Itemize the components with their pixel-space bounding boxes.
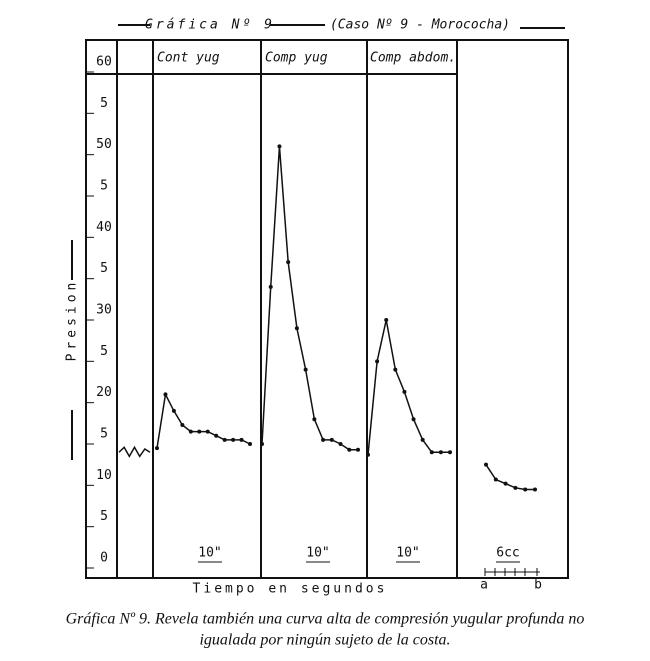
point — [180, 422, 185, 427]
point — [448, 450, 452, 455]
line — [485, 464, 535, 491]
point — [286, 260, 291, 265]
scale-label: 6cc — [496, 546, 519, 561]
point — [268, 284, 273, 289]
point — [384, 318, 389, 322]
panel-label: Comp yug — [265, 51, 328, 66]
point — [375, 359, 380, 364]
y-tick-label: 5 — [100, 344, 108, 359]
y-axis-label: Presion — [65, 279, 80, 362]
y-tick-label: 5 — [100, 427, 108, 442]
point — [303, 367, 308, 372]
point — [533, 487, 537, 492]
caption: igualada por ningún sujeto de la costa. — [199, 632, 450, 649]
point — [523, 487, 528, 492]
y-tick-label: 60 — [96, 55, 112, 70]
point — [513, 485, 518, 490]
y-tick-label: 40 — [96, 220, 112, 235]
x-axis-label: Tiempo en segundos — [193, 582, 388, 597]
point — [214, 433, 219, 438]
point — [329, 437, 334, 442]
caption: Gráfica Nº 9. Revela también una curva a… — [66, 611, 585, 628]
point — [231, 437, 236, 442]
y-tick-label: 10 — [96, 468, 112, 483]
point — [171, 408, 176, 413]
panel-label: Cont yug — [157, 51, 220, 66]
y-tick-label: 30 — [96, 303, 112, 318]
y-tick-label: 5 — [100, 261, 108, 276]
scale-label: 10" — [306, 546, 329, 561]
chart-title: Gráfica Nº 9 — [145, 18, 275, 33]
marker-label: a — [480, 578, 488, 593]
point — [393, 367, 398, 372]
scale-label: 10" — [396, 546, 419, 561]
point — [321, 437, 326, 442]
point — [248, 442, 252, 446]
point — [347, 447, 352, 452]
point — [260, 442, 264, 446]
point — [503, 481, 508, 486]
y-tick-label: 5 — [100, 509, 108, 524]
y-tick-label: 50 — [96, 137, 112, 152]
line — [118, 445, 151, 458]
point — [438, 450, 443, 455]
point — [197, 429, 202, 434]
point — [277, 144, 282, 149]
point — [239, 437, 244, 442]
point — [205, 429, 210, 434]
point — [411, 417, 416, 422]
line — [367, 319, 450, 455]
point — [338, 442, 343, 446]
point — [402, 389, 407, 394]
scale-label: 10" — [198, 546, 221, 561]
point — [155, 446, 159, 451]
point — [188, 429, 193, 434]
point — [484, 462, 488, 467]
panel-label: Comp abdom. — [370, 51, 456, 66]
point — [294, 326, 299, 331]
y-tick-label: 20 — [96, 385, 112, 400]
line — [261, 146, 358, 451]
y-tick-label: 0 — [100, 551, 108, 566]
y-tick-label: 5 — [100, 179, 108, 194]
marker-label: b — [534, 578, 542, 593]
point — [429, 450, 434, 455]
point — [366, 452, 370, 457]
point — [163, 392, 168, 397]
point — [356, 447, 360, 452]
point — [420, 437, 425, 442]
line — [156, 392, 251, 449]
chart-subtitle: (Caso Nº 9 - Morococha) — [330, 18, 510, 33]
y-tick-label: 5 — [100, 96, 108, 111]
frame — [85, 39, 569, 579]
point — [222, 437, 227, 442]
point — [493, 477, 498, 482]
point — [312, 417, 317, 422]
